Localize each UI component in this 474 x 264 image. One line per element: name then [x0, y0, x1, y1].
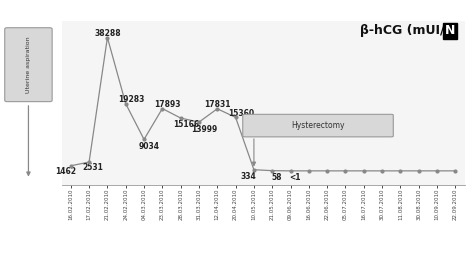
Text: β-hCG (mUI/l): β-hCG (mUI/l): [360, 24, 455, 37]
Text: 15360: 15360: [228, 109, 254, 118]
Text: 13999: 13999: [191, 125, 218, 134]
Text: 9034: 9034: [139, 142, 160, 151]
Text: Uterine aspiration: Uterine aspiration: [26, 36, 31, 93]
Text: 1462: 1462: [55, 167, 76, 176]
Text: 58: 58: [271, 173, 282, 182]
Text: 38288: 38288: [94, 29, 121, 38]
Text: Hysterectomy: Hysterectomy: [291, 121, 345, 130]
FancyBboxPatch shape: [243, 114, 393, 137]
Text: 17831: 17831: [204, 100, 230, 109]
Text: 15166: 15166: [173, 120, 199, 130]
Text: 2531: 2531: [83, 163, 104, 172]
Text: 17893: 17893: [155, 100, 181, 109]
Text: N: N: [445, 24, 456, 37]
Text: 334: 334: [240, 172, 256, 181]
Text: <1: <1: [289, 173, 301, 182]
Text: 19283: 19283: [118, 95, 145, 104]
